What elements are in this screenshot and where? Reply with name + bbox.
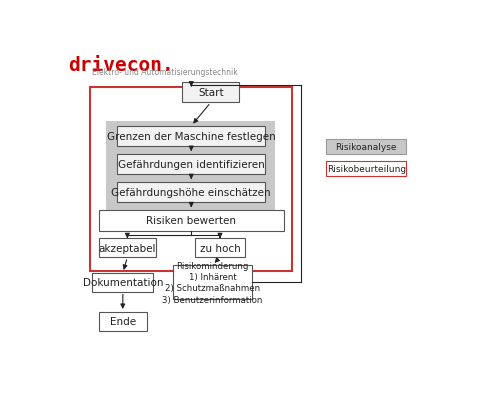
Text: Elektro- und Automatisierungstechnik: Elektro- und Automatisierungstechnik xyxy=(92,68,238,77)
Text: Gefährdungshöhe einschätzen: Gefährdungshöhe einschätzen xyxy=(111,188,271,198)
FancyBboxPatch shape xyxy=(326,140,406,155)
FancyBboxPatch shape xyxy=(98,239,156,258)
Text: Dokumentation: Dokumentation xyxy=(83,277,163,288)
Text: Risikoanalyse: Risikoanalyse xyxy=(336,143,397,151)
Text: Grenzen der Maschine festlegen: Grenzen der Maschine festlegen xyxy=(107,132,276,142)
FancyBboxPatch shape xyxy=(195,239,245,258)
FancyBboxPatch shape xyxy=(117,155,265,175)
FancyBboxPatch shape xyxy=(92,273,153,292)
FancyBboxPatch shape xyxy=(117,126,265,147)
FancyBboxPatch shape xyxy=(117,183,265,203)
FancyBboxPatch shape xyxy=(98,312,147,331)
Text: drivecon.: drivecon. xyxy=(68,55,174,75)
FancyBboxPatch shape xyxy=(173,265,252,300)
Text: Gefährdungen identifizieren: Gefährdungen identifizieren xyxy=(118,160,265,170)
FancyBboxPatch shape xyxy=(182,83,239,103)
FancyBboxPatch shape xyxy=(98,211,284,231)
Text: Ende: Ende xyxy=(109,316,136,326)
Text: Risikobeurteilung: Risikobeurteilung xyxy=(327,164,406,173)
Text: akzeptabel: akzeptabel xyxy=(98,243,156,253)
FancyBboxPatch shape xyxy=(106,122,274,211)
FancyBboxPatch shape xyxy=(326,162,406,177)
Text: zu hoch: zu hoch xyxy=(200,243,240,253)
Text: Start: Start xyxy=(198,88,224,98)
Text: Risiken bewerten: Risiken bewerten xyxy=(146,216,236,226)
Text: Risikominderung
1) Inhärent
2) Schutzmaßnahmen
3) Benutzerinformation: Risikominderung 1) Inhärent 2) Schutzmaß… xyxy=(163,261,263,304)
